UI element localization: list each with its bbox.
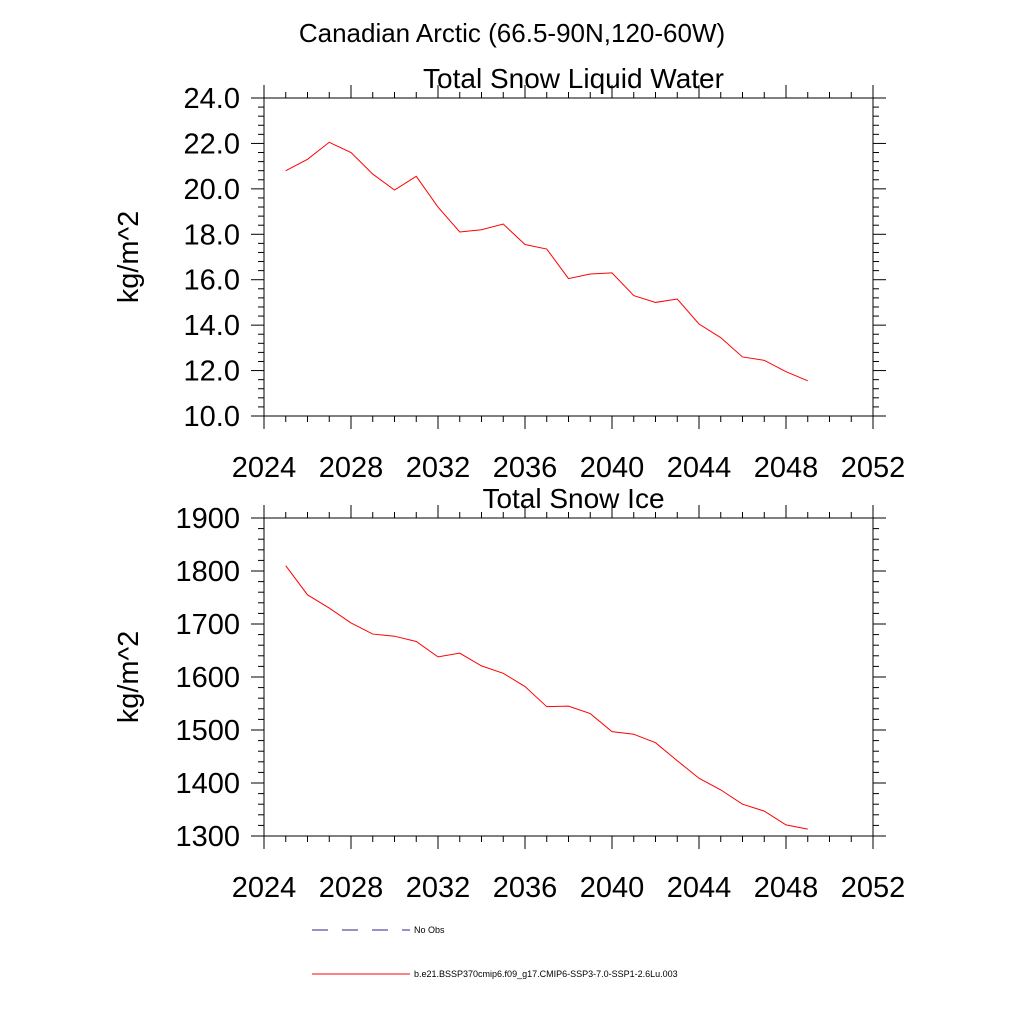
y-tick-label: 1400 <box>175 768 240 800</box>
x-tick-label: 2032 <box>406 452 471 484</box>
x-tick-label: 2028 <box>319 452 384 484</box>
y-tick-label: 1500 <box>175 715 240 747</box>
series-line-1 <box>285 565 808 830</box>
main-title: Canadian Arctic (66.5-90N,120-60W) <box>299 18 725 48</box>
x-tick-label: 2052 <box>841 452 906 484</box>
y-tick-label: 12.0 <box>184 356 240 388</box>
y-axis-label: kg/m^2 <box>113 211 145 304</box>
x-tick-label: 2024 <box>232 872 297 904</box>
series-line-1 <box>285 141 808 382</box>
x-tick-label: 2048 <box>754 872 819 904</box>
plots: Total Snow Liquid Water kg/m^2 2024 2028 203… <box>113 63 905 904</box>
x-tick-label: 2044 <box>667 452 732 484</box>
y-tick-label: 16.0 <box>184 265 240 297</box>
legend-item-2: b.e21.BSSP370cmip6.f09_g17.CMIP6-SSP3-7.… <box>312 969 678 979</box>
y-tick-label: 1600 <box>175 662 240 694</box>
y-tick-label: 1800 <box>175 556 240 588</box>
x-tick-label: 2036 <box>493 872 558 904</box>
y-tick-label: 1900 <box>175 503 240 535</box>
y-tick-label: 22.0 <box>184 128 240 160</box>
y-tick-label: 24.0 <box>184 83 240 115</box>
legend-item-1: No Obs <box>312 925 445 935</box>
x-tick-label: 2048 <box>754 452 819 484</box>
x-tick-label: 2044 <box>667 872 732 904</box>
y-axis-label: kg/m^2 <box>113 631 145 724</box>
y-tick-label: 18.0 <box>184 219 240 251</box>
legend-label: b.e21.BSSP370cmip6.f09_g17.CMIP6-SSP3-7.… <box>414 969 678 979</box>
x-tick-label: 2040 <box>580 872 645 904</box>
x-tick-label: 2024 <box>232 452 297 484</box>
chart-panel-2: Total Snow Ice kg/m^2 2024 2028 2032 2036 2040… <box>113 483 905 904</box>
legend-label: No Obs <box>414 925 445 935</box>
legend: No Obs b.e21.BSSP370cmip6.f09_g17.CMIP6-S… <box>312 925 678 979</box>
plot-frame <box>263 97 874 417</box>
chart-panel-1: Total Snow Liquid Water kg/m^2 2024 2028 203… <box>113 63 905 484</box>
chart-title: Total Snow Liquid Water <box>423 63 724 94</box>
y-tick-label: 1700 <box>175 609 240 641</box>
x-tick-label: 2028 <box>319 872 384 904</box>
plot-frame <box>263 517 874 837</box>
y-tick-label: 1300 <box>175 821 240 853</box>
y-tick-label: 14.0 <box>184 310 240 342</box>
x-tick-label: 2032 <box>406 872 471 904</box>
y-tick-label: 10.0 <box>184 401 240 433</box>
x-tick-label: 2036 <box>493 452 558 484</box>
y-tick-label: 20.0 <box>184 174 240 206</box>
x-tick-label: 2052 <box>841 872 906 904</box>
chart-title: Total Snow Ice <box>482 483 664 514</box>
x-tick-label: 2040 <box>580 452 645 484</box>
